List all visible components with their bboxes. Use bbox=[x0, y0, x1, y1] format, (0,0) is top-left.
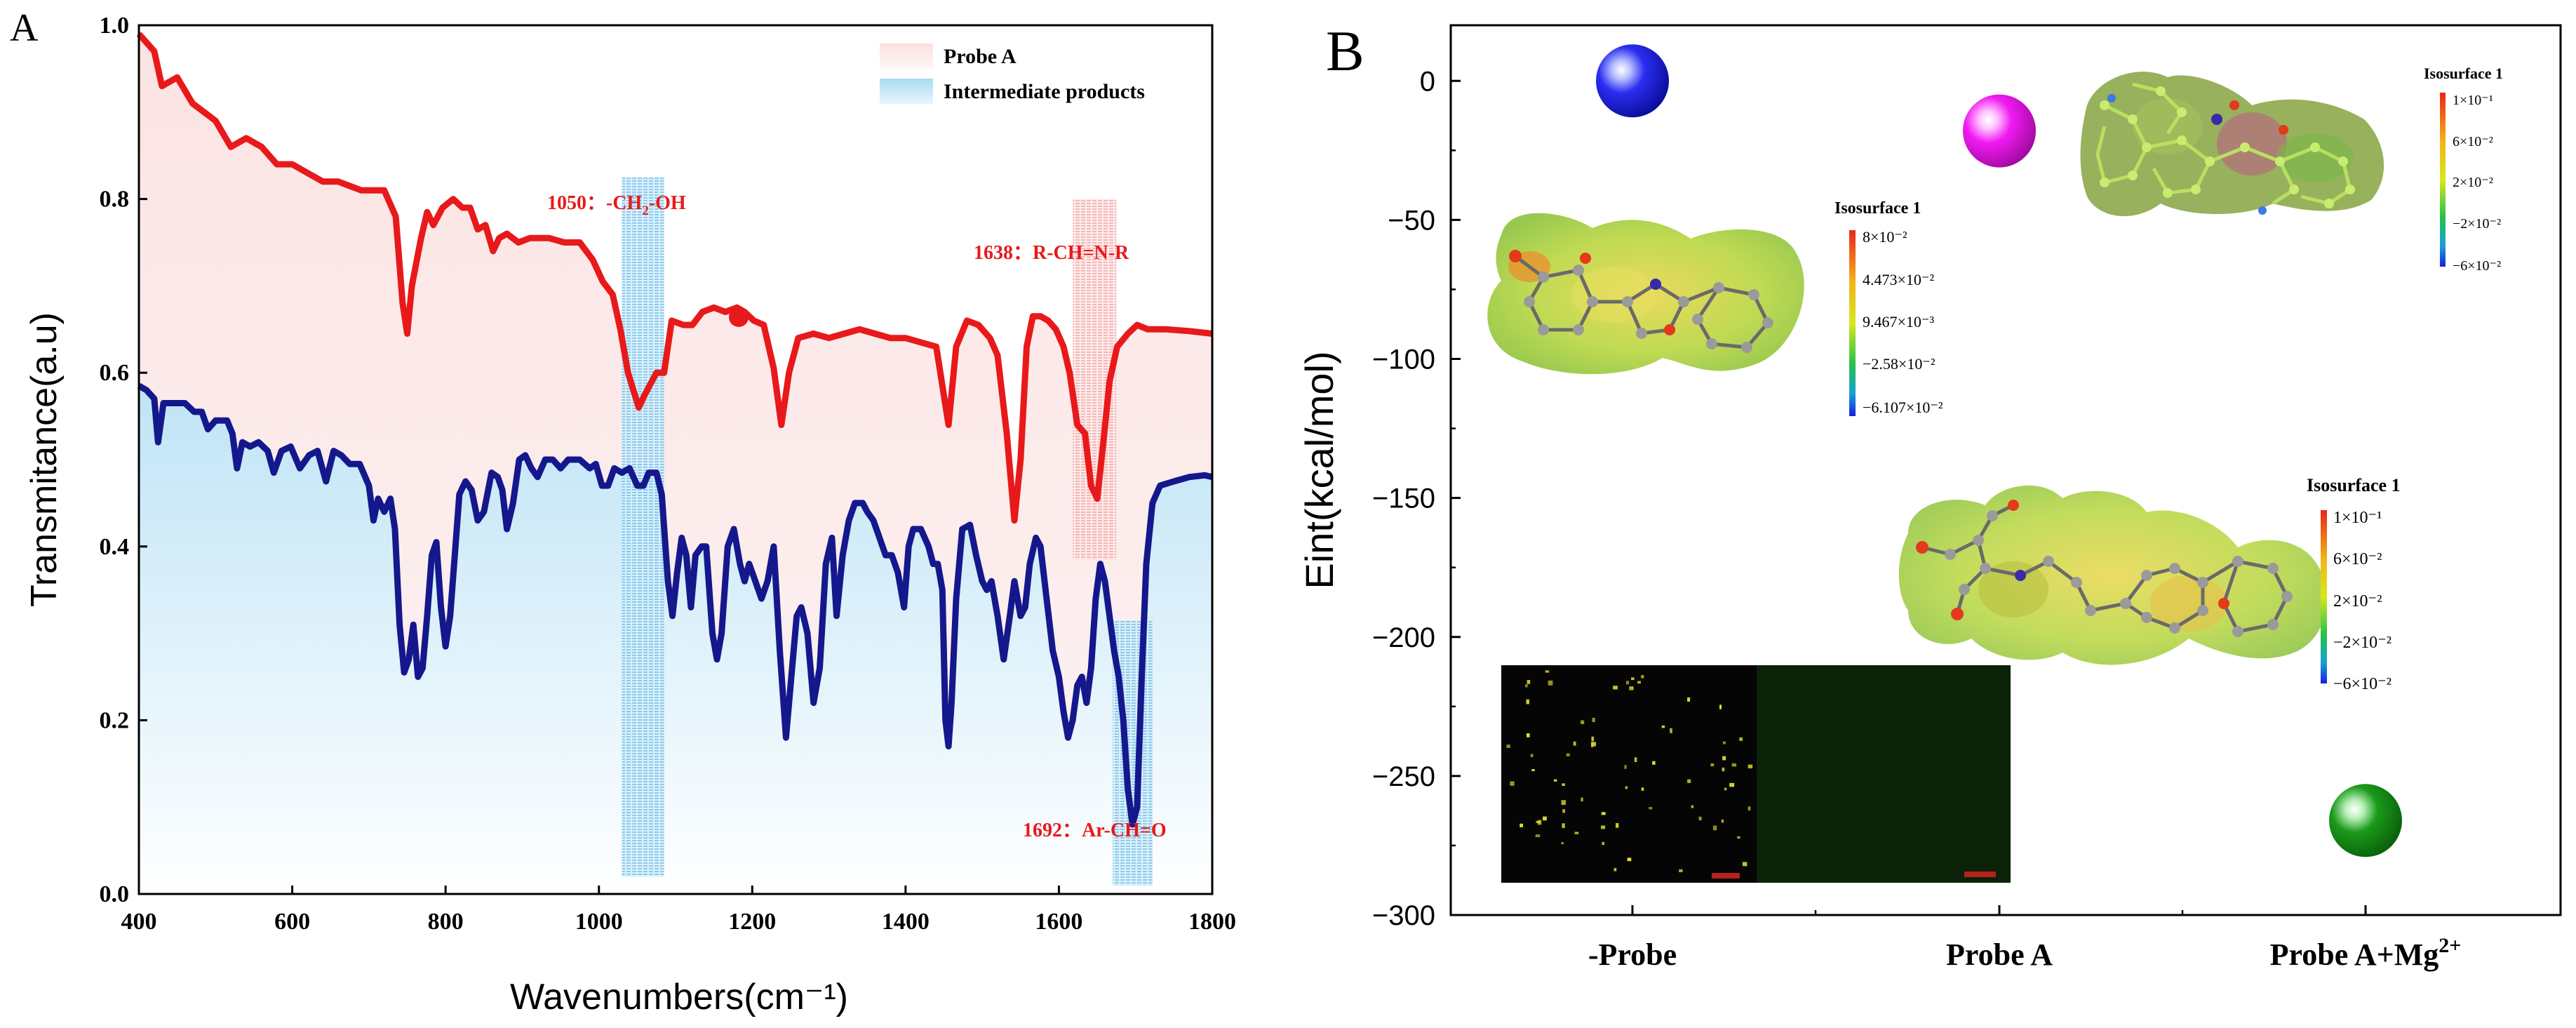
molecule-surface-probe bbox=[1487, 213, 1804, 375]
x-tick-label-a: 1200 bbox=[728, 909, 776, 935]
isosurface-legend-2: Isosurface 1 1×10⁻¹ 6×10⁻² 2×10⁻² −2×10⁻… bbox=[2424, 65, 2503, 274]
colorbar-2-label-2: 2×10⁻² bbox=[2453, 175, 2493, 190]
colorbar-3-label-3: −2×10⁻² bbox=[2333, 634, 2391, 652]
intermediate-line bbox=[137, 382, 1214, 828]
isosurface-title-1: Isosurface 1 bbox=[1834, 199, 1921, 218]
category-label-probe-a-mg: Probe A+Mg2+ bbox=[2270, 934, 2462, 972]
colorbar-1-label-1: 4.473×10⁻² bbox=[1863, 271, 1935, 288]
x-tick-label-a: 600 bbox=[274, 909, 310, 935]
isosurface-legend-1: Isosurface 1 8×10⁻² 4.473×10⁻² 9.467×10⁻… bbox=[1834, 199, 1943, 416]
y-tick-label-b: −300 bbox=[1372, 900, 1435, 931]
intermediate-area bbox=[139, 385, 1212, 894]
panel-a: A 400 600 800 1000 1200 1400 1600 1800 0.0 0.2 0.4… bbox=[10, 6, 1236, 1017]
colorbar-2-label-1: 6×10⁻² bbox=[2453, 134, 2493, 149]
category-label-no-probe: -Probe bbox=[1588, 937, 1677, 972]
panel-b-label: B bbox=[1326, 19, 1364, 83]
energy-point bbox=[1963, 94, 2036, 168]
y-tick-label-a: 0.0 bbox=[100, 881, 130, 907]
y-tick-label-a: 0.8 bbox=[100, 187, 130, 213]
plot-frame-a bbox=[137, 24, 1214, 895]
y-tick-label-a: 0.2 bbox=[100, 707, 130, 733]
y-tick-label-b: −50 bbox=[1388, 205, 1435, 236]
y-tick-label-a: 0.4 bbox=[100, 534, 130, 560]
colorbar-2-label-0: 1×10⁻¹ bbox=[2453, 93, 2493, 108]
colorbar-3-label-0: 1×10⁻¹ bbox=[2333, 509, 2382, 527]
x-tick-label-a: 1000 bbox=[575, 909, 623, 935]
isosurface-title-3: Isosurface 1 bbox=[2307, 475, 2401, 495]
points-b bbox=[1596, 44, 2402, 857]
colorbar-1-label-4: −6.107×10⁻² bbox=[1863, 399, 1943, 416]
y-tick-label-b: −250 bbox=[1372, 761, 1435, 792]
inset-right bbox=[1757, 665, 2011, 883]
colorbar-2 bbox=[2440, 93, 2446, 267]
y-tick-label-b: 0 bbox=[1420, 66, 1435, 97]
x-tick-label-a: 1600 bbox=[1035, 909, 1082, 935]
colorbar-1 bbox=[1849, 230, 1856, 416]
plot-frame-b bbox=[1449, 24, 2562, 916]
colorbar-1-label-3: −2.58×10⁻² bbox=[1863, 355, 1936, 373]
legend-a: Probe A Intermediate products bbox=[880, 44, 1145, 104]
ticks-b: 0 −50 −100 −150 −200 −250 −300 bbox=[1372, 66, 2367, 931]
annotation-1638: 1638：R-CH=N-R bbox=[974, 242, 1129, 264]
y-tick-label-a: 1.0 bbox=[100, 13, 130, 39]
y-axis-title-b: Eint(kcal/mol) bbox=[1297, 351, 1341, 589]
molecule-surface-probe-a-mg bbox=[1898, 485, 2327, 665]
x-axis-title-a: Wavenumbers(cm⁻¹) bbox=[510, 977, 848, 1017]
isosurface-legend-3: Isosurface 1 1×10⁻¹ 6×10⁻² 2×10⁻² −2×10⁻… bbox=[2307, 475, 2401, 693]
legend-label-intermediate: Intermediate products bbox=[944, 80, 1145, 103]
y-tick-label-b: −150 bbox=[1372, 483, 1435, 514]
panel-b: B 0 −50 −100 −150 −200 −250 −300 Eint(kcal/mol… bbox=[1297, 19, 2562, 972]
isosurface-title-2: Isosurface 1 bbox=[2424, 65, 2503, 82]
ticks-a: 400 600 800 1000 1200 1400 1600 1800 0.0 0.2 0.4 0.… bbox=[100, 13, 1237, 935]
x-tick-label-a: 1400 bbox=[882, 909, 930, 935]
x-tick-label-a: 400 bbox=[121, 909, 157, 935]
legend-label-probe-a: Probe A bbox=[944, 45, 1017, 68]
y-tick-label-a: 0.6 bbox=[100, 360, 130, 386]
legend-swatch-probe-a bbox=[880, 44, 933, 69]
colorbar-1-label-0: 8×10⁻² bbox=[1863, 228, 1907, 246]
annotation-1692: 1692：Ar-CH=O bbox=[1023, 820, 1167, 841]
band-1050 bbox=[622, 177, 664, 877]
colorbar-1-label-2: 9.467×10⁻³ bbox=[1863, 313, 1935, 331]
panel-a-label: A bbox=[10, 6, 39, 50]
x-tick-label-a: 1800 bbox=[1188, 909, 1236, 935]
probe-a-line bbox=[136, 32, 1213, 524]
y-tick-label-b: −200 bbox=[1372, 622, 1435, 653]
y-axis-title-a: Transmitance(a.u) bbox=[24, 312, 65, 607]
molecule-surface-probe-a bbox=[2080, 72, 2384, 217]
energy-point bbox=[1596, 44, 1669, 118]
colorbar-2-label-3: −2×10⁻² bbox=[2453, 216, 2501, 232]
legend-swatch-intermediate bbox=[880, 79, 933, 104]
y-tick-label-b: −100 bbox=[1372, 345, 1435, 375]
colorbar-3-label-4: −6×10⁻² bbox=[2333, 675, 2391, 693]
annotation-1050: 1050：-CH2-OH bbox=[547, 192, 686, 218]
inset-left bbox=[1501, 665, 1757, 883]
colorbar-2-label-4: −6×10⁻² bbox=[2453, 258, 2501, 274]
x-tick-label-a: 800 bbox=[428, 909, 464, 935]
colorbar-3 bbox=[2321, 510, 2327, 683]
energy-point bbox=[2329, 784, 2402, 857]
probe-a-marker bbox=[729, 307, 749, 327]
fluorescence-inset bbox=[1501, 665, 2011, 883]
colorbar-3-label-2: 2×10⁻² bbox=[2333, 592, 2382, 610]
colorbar-3-label-1: 6×10⁻² bbox=[2333, 550, 2382, 568]
category-label-probe-a: Probe A bbox=[1946, 937, 2053, 972]
